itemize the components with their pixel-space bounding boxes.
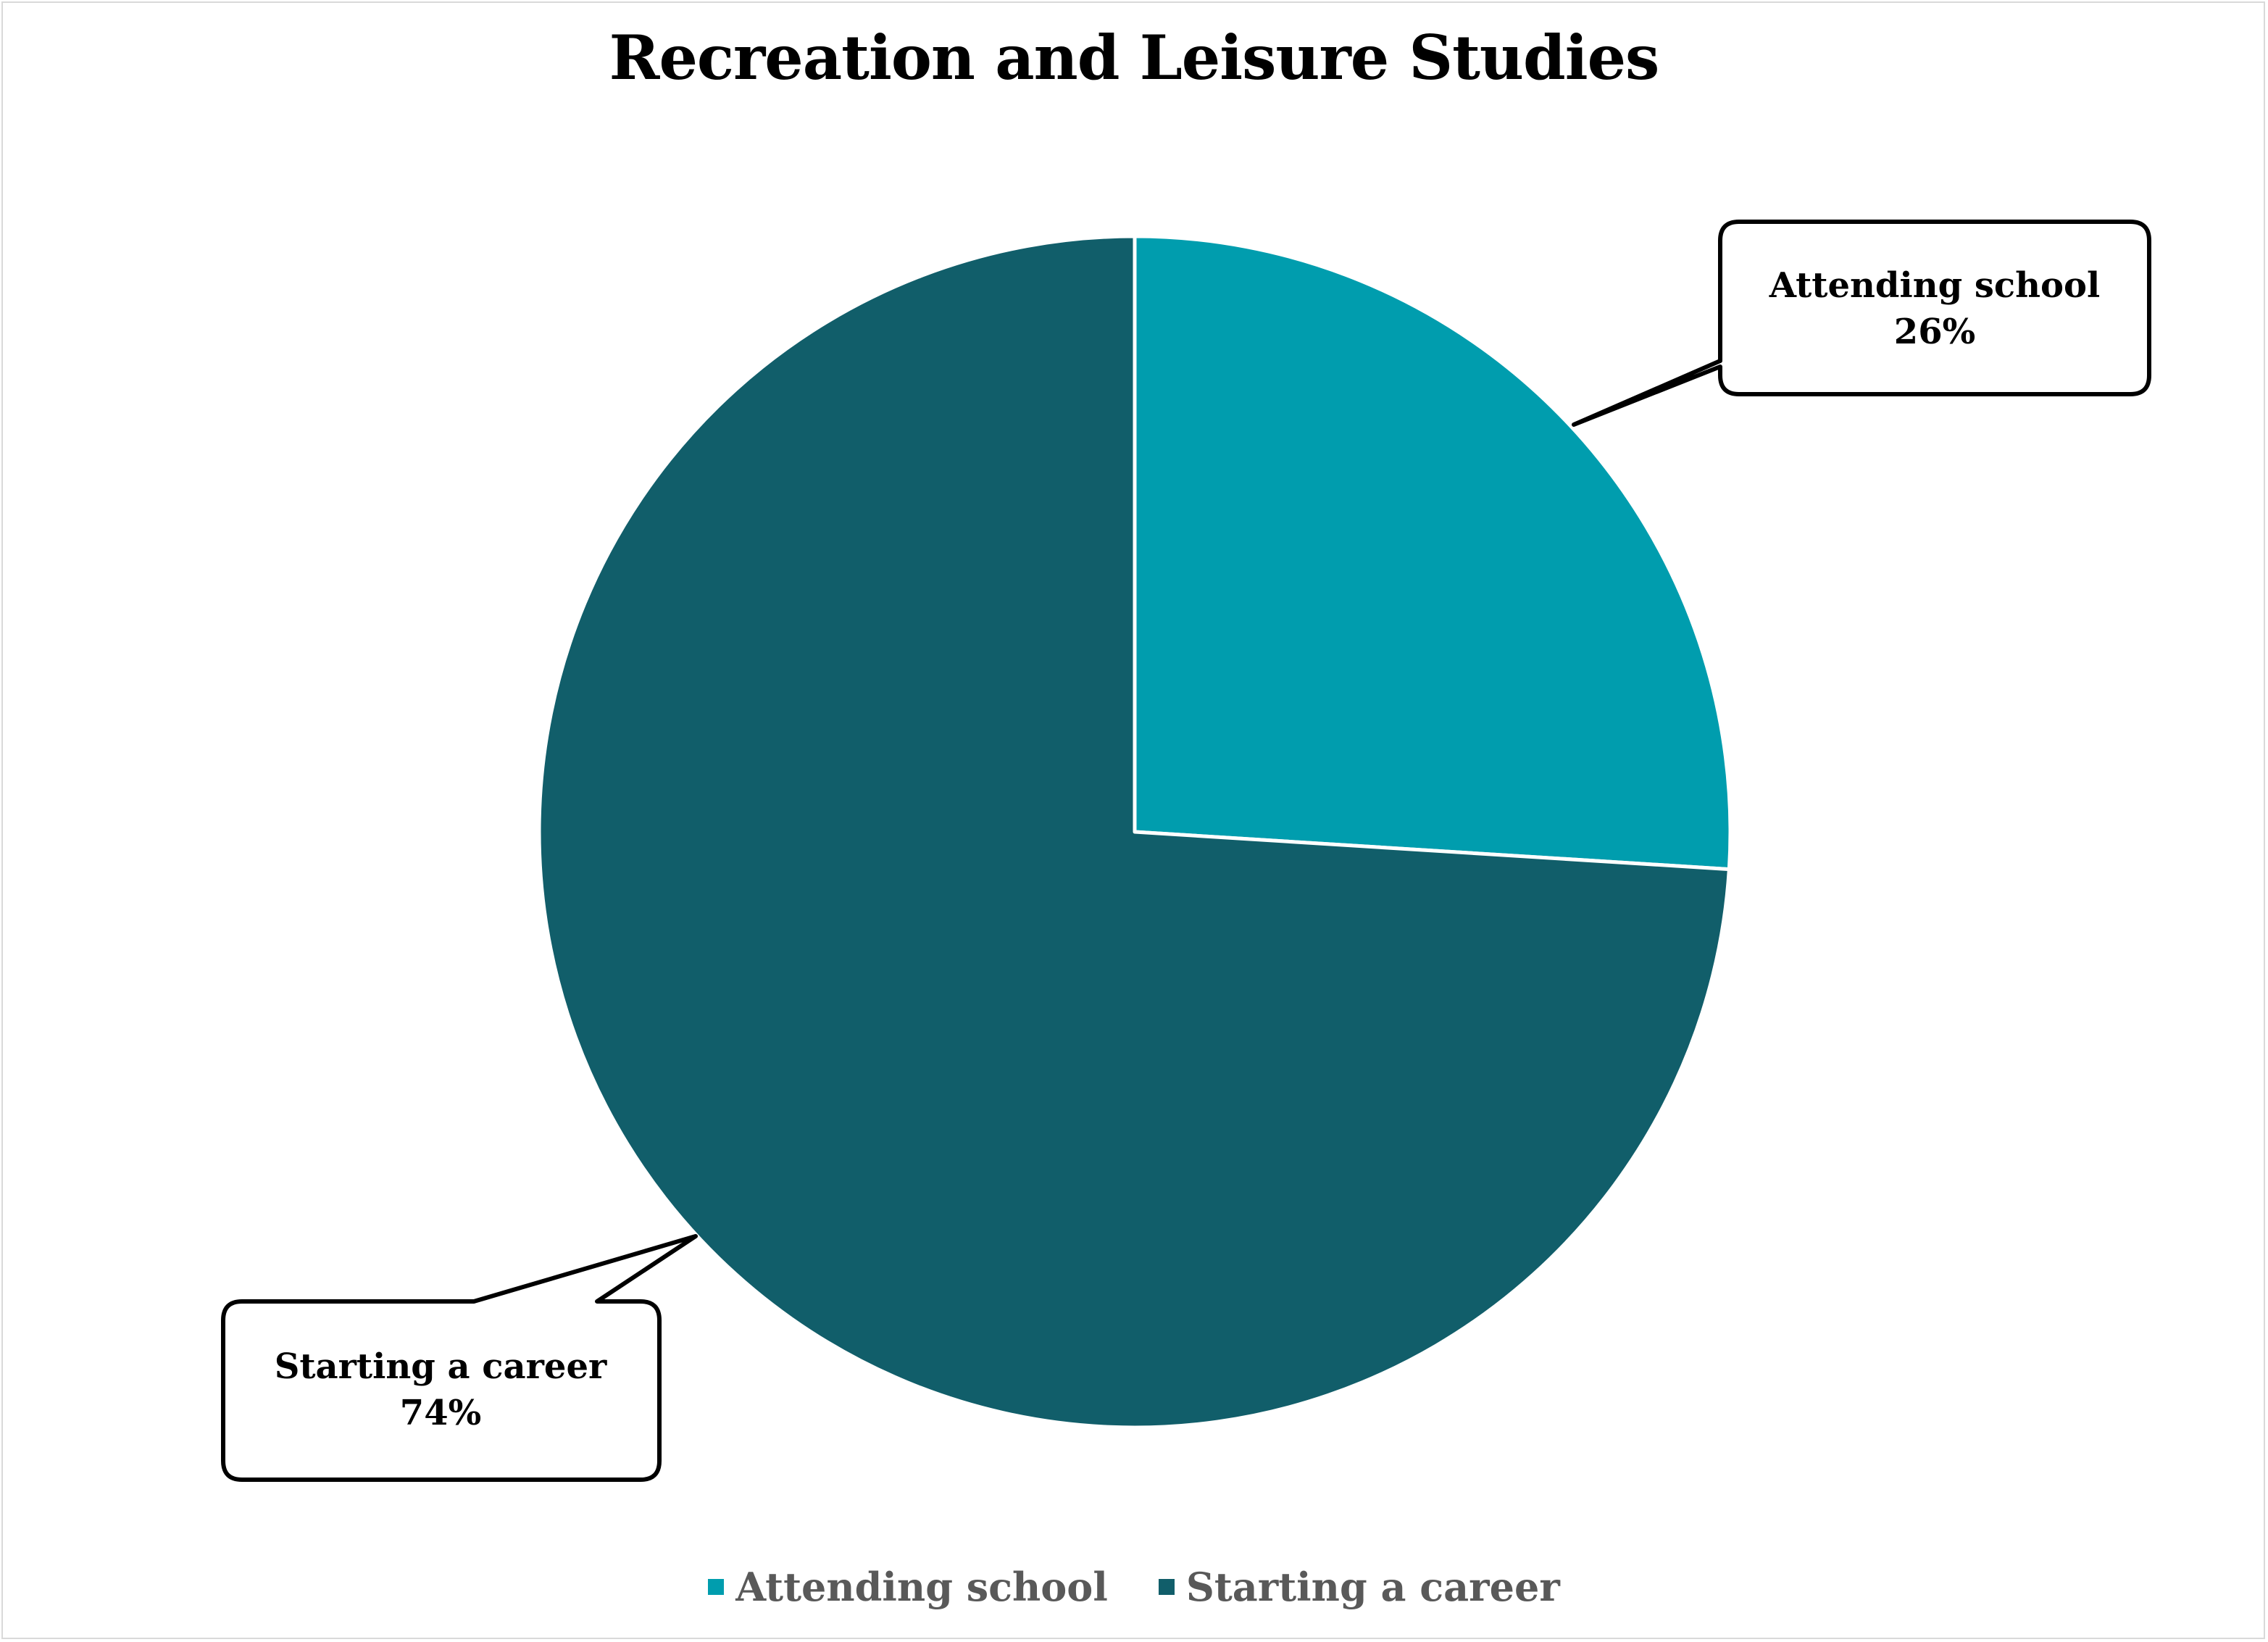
callout-box-attending-school xyxy=(1572,220,2151,427)
legend-item-starting-career: Starting a career xyxy=(1158,1564,1560,1610)
legend-swatch-attending-school xyxy=(708,1579,725,1595)
callout-category-starting-career: Starting a career xyxy=(275,1346,607,1387)
legend-item-attending-school: Attending school xyxy=(708,1564,1108,1610)
pie-slice-attending-school xyxy=(1133,234,1733,872)
legend-swatch-starting-career xyxy=(1158,1579,1175,1595)
chart-title: Recreation and Leisure Studies xyxy=(609,22,1660,93)
chart-legend: Attending school Starting a career xyxy=(0,1564,2268,1610)
pie-slices xyxy=(537,234,1733,1430)
callout-value-attending-school: 26% xyxy=(1894,312,1975,352)
legend-label-attending-school: Attending school xyxy=(735,1564,1108,1610)
callout-box-starting-career xyxy=(221,1234,698,1482)
callout-attending-school: Attending school 26% xyxy=(1572,220,2151,427)
callout-starting-career: Starting a career 74% xyxy=(221,1234,698,1482)
pie-slice-starting-a-career xyxy=(537,234,1731,1430)
callout-category-attending-school: Attending school xyxy=(1769,265,2101,306)
callout-value-starting-career: 74% xyxy=(400,1393,481,1433)
legend-label-starting-career: Starting a career xyxy=(1185,1564,1560,1610)
